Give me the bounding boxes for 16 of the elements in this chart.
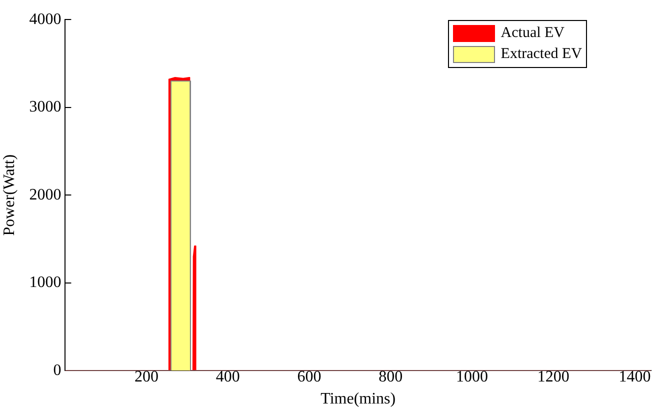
y-tick-label: 1000 — [29, 274, 62, 292]
y-tick-label: 4000 — [29, 10, 62, 28]
y-tick-label: 3000 — [29, 98, 62, 116]
x-tick-label: 600 — [297, 368, 322, 386]
legend-label: Actual EV — [500, 25, 565, 42]
y-tick-label: 0 — [53, 362, 62, 379]
legend-label: Extracted EV — [500, 46, 582, 63]
x-tick-label: 800 — [378, 368, 403, 386]
x-tick-label: 1000 — [456, 368, 488, 386]
y-tick-label: 2000 — [29, 186, 62, 204]
y-axis-title: Power(Watt) — [0, 154, 18, 236]
x-tick-label: 1200 — [537, 368, 570, 386]
x-tick-label: 400 — [216, 368, 240, 386]
x-tick-label: 200 — [134, 368, 159, 386]
x-tick-label: 1400 — [618, 368, 651, 386]
x-axis-title: Time(mins) — [320, 390, 396, 408]
